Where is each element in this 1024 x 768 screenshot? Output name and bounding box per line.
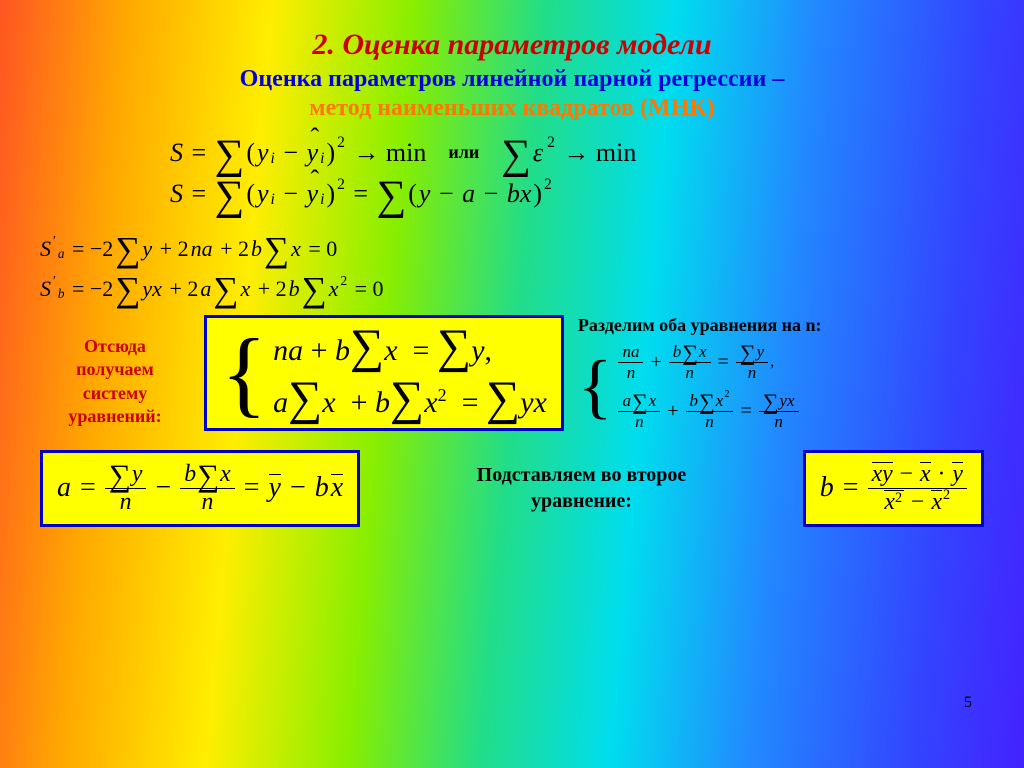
eq-divided-2: a∑xn + b∑x2n = ∑yxn bbox=[618, 391, 798, 432]
side-label-line: получаем bbox=[76, 359, 154, 379]
divided-column: Разделим оба уравнения на n: { nan + b∑x… bbox=[578, 315, 984, 432]
or-label: или bbox=[448, 142, 479, 163]
slide-title: 2. Оценка параметров модели bbox=[40, 28, 984, 62]
side-label-line: уравнений: bbox=[68, 406, 161, 426]
subst-line: Подставляем во второе bbox=[477, 464, 687, 486]
divide-label: Разделим оба уравнения на n: bbox=[578, 315, 984, 336]
side-label-system: Отсюда получаем систему уравнений: bbox=[40, 315, 190, 429]
eq-eps-min: ∑ ε2 → min bbox=[501, 136, 636, 169]
equation-row-s-expand: S = ∑ (yi − yi )2 = ∑ (y − a − bx )2 bbox=[170, 177, 984, 210]
bottom-row: a = ∑yn − b∑xn = y − bx Подставляем во в… bbox=[40, 450, 984, 527]
derivatives-block: S′a = −2∑y + 2na + 2b∑x = 0 S′b = −2∑yx … bbox=[40, 235, 984, 303]
side-label-line: Отсюда bbox=[84, 336, 146, 356]
page-number: 5 bbox=[964, 694, 972, 712]
eq-s-min: S = ∑ (yi − yi )2 → min bbox=[170, 136, 426, 169]
slide-content: 2. Оценка параметров модели Оценка парам… bbox=[0, 0, 1024, 768]
system-row: Отсюда получаем систему уравнений: { na … bbox=[40, 315, 984, 432]
side-label-line: систему bbox=[83, 383, 147, 403]
eq-dS-da: S′a = −2∑y + 2na + 2b∑x = 0 bbox=[40, 235, 337, 263]
subst-line: уравнение: bbox=[531, 490, 632, 512]
system-box: { na + b∑x = ∑y, a∑x + b∑x2 = ∑yx bbox=[204, 315, 564, 431]
eq-s-expand: S = ∑ (yi − yi )2 = ∑ (y − a − bx )2 bbox=[170, 177, 552, 210]
eq-divided-1: nan + b∑xn = ∑yn , bbox=[618, 342, 798, 383]
substitute-label: Подставляем во второе уравнение: bbox=[477, 462, 687, 514]
eq-system-2: a∑x + b∑x2 = ∑yx bbox=[273, 378, 547, 420]
equation-row-s-min: S = ∑ (yi − yi )2 → min или ∑ ε2 → min bbox=[170, 136, 984, 169]
slide-subtitle: Оценка параметров линейной парной регрес… bbox=[40, 66, 984, 93]
eq-system-1: na + b∑x = ∑y, bbox=[273, 326, 547, 368]
a-formula-box: a = ∑yn − b∑xn = y − bx bbox=[40, 450, 360, 527]
b-formula-box: b = xy − x · y x2 − x2 bbox=[803, 450, 984, 527]
eq-dS-db: S′b = −2∑yx + 2a∑x + 2b∑x2 = 0 bbox=[40, 275, 384, 303]
slide-subtitle-method: метод наименьших квадратов (МНК) bbox=[40, 95, 984, 122]
